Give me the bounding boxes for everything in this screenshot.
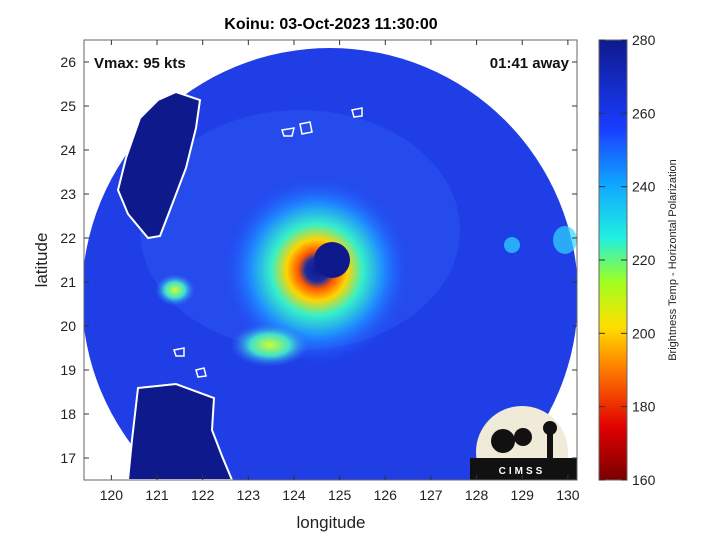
x-tick-label: 125	[328, 487, 352, 503]
colorbar-tick-label: 240	[632, 179, 656, 195]
x-tick-label: 129	[511, 487, 535, 503]
y-tick-label: 20	[60, 318, 76, 334]
storm-eyewall	[222, 175, 412, 365]
colorbar-label: Brightness Temp - Horizontal Polarizatio…	[667, 159, 679, 361]
x-tick-label: 121	[145, 487, 169, 503]
rainband-west	[155, 274, 195, 306]
luzon-landmass	[126, 382, 234, 480]
x-tick-label: 128	[465, 487, 489, 503]
cimss-logo: CIMSS	[470, 406, 577, 480]
colorbar-tick-label: 180	[632, 399, 656, 415]
time-away-label: 01:41 away	[490, 55, 570, 72]
colorbar-tick-label: 260	[632, 105, 656, 121]
map-plot: CIMSS	[84, 40, 577, 480]
x-axis-label: longitude	[296, 513, 365, 532]
x-tick-label: 126	[374, 487, 398, 503]
figure-title: Koinu: 03-Oct-2023 11:30:00	[224, 16, 438, 33]
taiwan-landmass	[116, 90, 202, 240]
x-tick-label: 130	[556, 487, 580, 503]
colorbar-tick-label: 160	[632, 472, 656, 488]
rainband	[230, 323, 310, 367]
colorbar-ticks: 160 180 200 220 240 260 280	[599, 32, 656, 488]
y-tick-label: 22	[60, 230, 76, 246]
plot-frame	[83, 39, 578, 481]
y-tick-label: 19	[60, 362, 76, 378]
y-axis-ticks: 17 18 19 20 21 22 23 24 25 26	[60, 54, 577, 466]
y-tick-label: 17	[60, 450, 76, 466]
colorbar-tick-label: 220	[632, 252, 656, 268]
x-tick-label: 122	[191, 487, 215, 503]
y-tick-label: 26	[60, 54, 76, 70]
colorbar-tick-label: 200	[632, 325, 656, 341]
storm-eye	[314, 242, 350, 278]
x-tick-label: 120	[100, 487, 124, 503]
y-tick-label: 23	[60, 186, 76, 202]
x-axis-ticks: 120 121 122 123 124 125 126 127 128 129 130	[100, 40, 580, 503]
x-tick-label: 123	[237, 487, 261, 503]
y-tick-label: 18	[60, 406, 76, 422]
x-tick-label: 127	[419, 487, 443, 503]
vmax-label: Vmax: 95 kts	[94, 55, 186, 72]
x-tick-label: 124	[282, 487, 306, 503]
y-tick-label: 24	[60, 142, 76, 158]
y-tick-label: 21	[60, 274, 76, 290]
colorbar-tick-label: 280	[632, 32, 656, 48]
y-tick-label: 25	[60, 98, 76, 114]
y-axis-label: latitude	[32, 233, 51, 288]
logo-text: CIMSS	[499, 466, 546, 477]
